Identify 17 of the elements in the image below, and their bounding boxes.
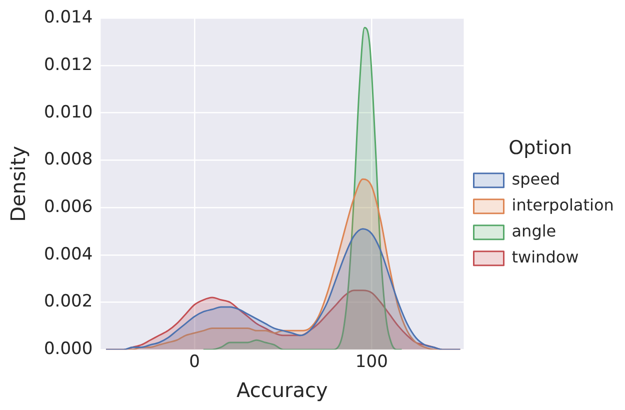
legend-title: Option <box>508 137 572 160</box>
y-tick-label: 0.004 <box>44 244 93 264</box>
x-tick-label: 100 <box>355 352 388 372</box>
y-tick-label: 0.006 <box>44 196 93 217</box>
y-tick-label: 0.012 <box>44 54 93 75</box>
x-axis-title: Accuracy <box>236 378 328 402</box>
legend-label: twindow <box>512 248 579 267</box>
x-tick-label: 0 <box>189 352 200 372</box>
y-tick-label: 0.014 <box>44 8 93 28</box>
y-tick-label: 0.002 <box>44 292 93 312</box>
legend-label: speed <box>512 170 560 189</box>
y-tick-label: 0.000 <box>44 339 93 360</box>
legend-label: angle <box>512 222 556 241</box>
legend-label: interpolation <box>512 196 614 215</box>
y-axis-title: Density <box>6 146 30 222</box>
y-tick-label: 0.010 <box>44 102 93 122</box>
y-tick-label: 0.008 <box>44 150 93 170</box>
